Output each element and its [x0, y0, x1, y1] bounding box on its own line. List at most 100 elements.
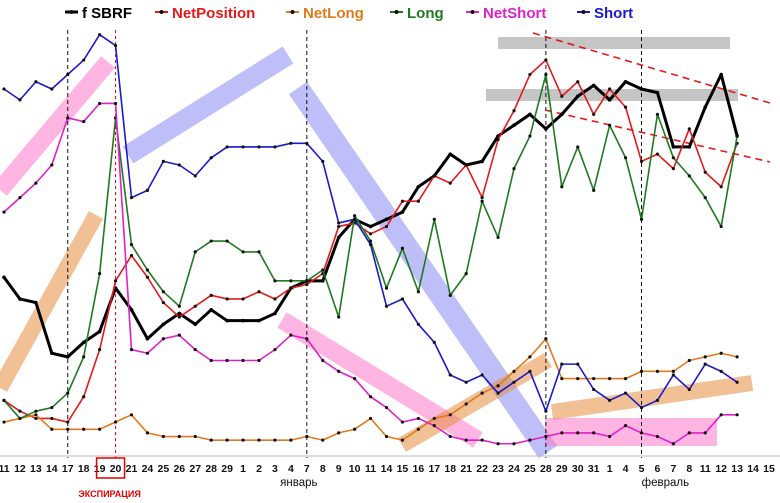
- x-tick-label: 1: [240, 463, 246, 475]
- legend-item: NetPosition: [155, 5, 255, 22]
- x-tick-label: 15: [397, 463, 409, 475]
- data-point: [576, 431, 580, 435]
- data-point: [129, 196, 134, 200]
- data-point: [305, 141, 309, 145]
- data-point: [161, 300, 165, 305]
- data-point: [368, 224, 373, 229]
- data-point: [145, 336, 150, 341]
- data-point: [448, 152, 453, 156]
- data-point: [544, 72, 548, 77]
- data-point: [464, 438, 468, 442]
- data-point: [225, 297, 229, 301]
- legend-marker: [581, 10, 586, 14]
- data-point: [432, 174, 436, 178]
- data-point: [320, 279, 325, 283]
- data-point: [512, 123, 516, 127]
- data-point: [129, 243, 134, 247]
- data-point: [639, 369, 644, 373]
- data-point: [400, 246, 405, 250]
- data-point: [576, 80, 580, 84]
- data-point: [528, 355, 532, 359]
- x-tick-label: 21: [126, 463, 138, 475]
- data-point: [416, 416, 420, 421]
- data-point: [81, 340, 86, 345]
- data-point: [464, 380, 468, 384]
- data-point: [384, 286, 389, 290]
- data-point: [544, 58, 548, 62]
- data-point: [671, 442, 675, 446]
- x-tick-label: 31: [588, 463, 600, 475]
- data-point: [560, 431, 564, 435]
- data-point: [225, 438, 229, 442]
- band-orange: [550, 375, 754, 420]
- data-point: [623, 79, 628, 84]
- data-point: [592, 377, 596, 381]
- data-point: [655, 434, 660, 439]
- x-tick-label: 30: [572, 463, 584, 475]
- data-point: [464, 163, 468, 167]
- data-point: [50, 405, 54, 410]
- data-point: [177, 304, 181, 308]
- legend-label: f SBRF: [82, 5, 132, 22]
- data-point: [512, 167, 516, 171]
- band-orange: [397, 353, 553, 452]
- data-point: [305, 279, 309, 283]
- data-point: [703, 362, 707, 366]
- legend-label: NetLong: [303, 5, 364, 22]
- x-tick-label: 10: [349, 463, 361, 475]
- data-point: [639, 217, 644, 221]
- x-tick-label: 29: [221, 463, 233, 475]
- data-point: [98, 348, 102, 352]
- data-point: [161, 322, 166, 327]
- data-point: [512, 109, 516, 113]
- series-line: [3, 102, 738, 445]
- data-point: [2, 210, 6, 214]
- data-point: [225, 358, 229, 363]
- x-tick-label: 19: [94, 463, 106, 475]
- data-point: [113, 279, 118, 283]
- data-point: [225, 239, 229, 243]
- data-point: [687, 174, 691, 178]
- data-point: [337, 221, 341, 225]
- data-point: [193, 304, 197, 308]
- x-tick-label: 16: [413, 463, 425, 475]
- data-point: [719, 185, 723, 189]
- data-point: [18, 409, 22, 413]
- x-tick-label: 12: [715, 463, 727, 475]
- data-point: [592, 188, 596, 192]
- data-point: [98, 101, 102, 106]
- x-tick-label: 11: [365, 463, 376, 475]
- data-point: [671, 369, 675, 373]
- data-point: [2, 420, 6, 424]
- data-point: [289, 141, 293, 145]
- data-point: [464, 272, 468, 276]
- series-group: [2, 33, 739, 446]
- data-point: [400, 199, 405, 203]
- data-point: [225, 318, 229, 323]
- data-point: [337, 431, 341, 435]
- data-point: [273, 311, 277, 316]
- legend-marker: [470, 10, 475, 14]
- x-tick-label: 6: [655, 463, 661, 475]
- legend-item: Short: [577, 5, 633, 22]
- x-tick-label: 12: [14, 463, 26, 475]
- data-point: [591, 83, 596, 88]
- data-point: [18, 416, 22, 421]
- data-point: [416, 427, 420, 431]
- data-point: [639, 431, 644, 435]
- data-point: [480, 199, 484, 203]
- data-point: [608, 398, 612, 402]
- data-point: [177, 311, 182, 316]
- data-point: [384, 224, 389, 229]
- data-point: [98, 272, 102, 276]
- data-point: [305, 434, 309, 439]
- trend-line-lower: [544, 109, 771, 163]
- data-point: [66, 116, 70, 120]
- data-point: [544, 337, 548, 341]
- data-point: [257, 250, 261, 254]
- data-point: [34, 416, 38, 421]
- data-point: [321, 358, 325, 363]
- data-point: [512, 380, 516, 384]
- data-point: [337, 224, 341, 229]
- data-point: [34, 300, 38, 305]
